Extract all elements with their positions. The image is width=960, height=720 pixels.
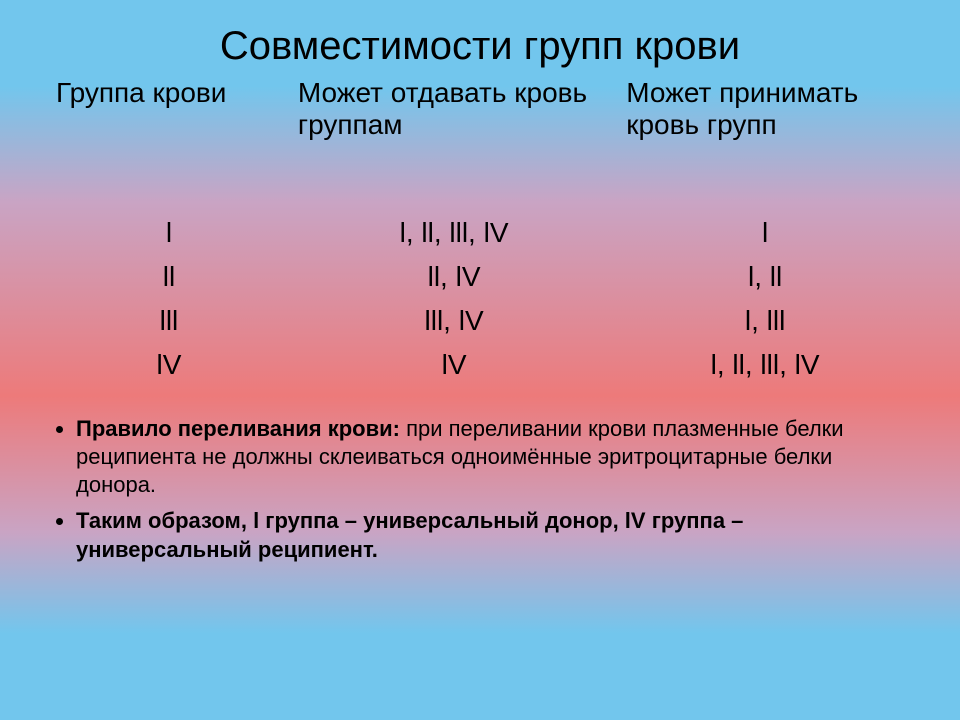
table-row: lV lV l, ll, lll, lV: [48, 343, 912, 387]
table-row: lll lll, lV l, lll: [48, 299, 912, 343]
col-header-receive: Может принимать кровь групп: [618, 75, 912, 143]
cell-group: l: [48, 211, 290, 255]
cell-group: lll: [48, 299, 290, 343]
table-row: l l, ll, lll, lV l: [48, 211, 912, 255]
col-header-donate: Может отдавать кровь группам: [290, 75, 618, 143]
cell-donate: lV: [290, 343, 618, 387]
cell-group: ll: [48, 255, 290, 299]
cell-receive: l: [618, 211, 912, 255]
rule-lead: Правило переливания крови:: [76, 416, 400, 441]
col-header-group: Группа крови: [48, 75, 290, 143]
rule-item: Таким образом, l группа – универсальный …: [76, 507, 912, 563]
rule-item: Правило переливания крови: при переливан…: [76, 415, 912, 499]
cell-donate: ll, lV: [290, 255, 618, 299]
page-title: Совместимости групп крови: [48, 24, 912, 69]
cell-donate: lll, lV: [290, 299, 618, 343]
rules-list: Правило переливания крови: при переливан…: [48, 415, 912, 572]
compatibility-table: Группа крови Может отдавать кровь группа…: [48, 75, 912, 387]
cell-receive: l, ll, lll, lV: [618, 343, 912, 387]
cell-receive: l, ll: [618, 255, 912, 299]
cell-group: lV: [48, 343, 290, 387]
rule-lead: Таким образом,: [76, 508, 247, 533]
table-header-row: Группа крови Может отдавать кровь группа…: [48, 75, 912, 143]
cell-donate: l, ll, lll, lV: [290, 211, 618, 255]
header-spacer: [48, 143, 912, 211]
table-row: ll ll, lV l, ll: [48, 255, 912, 299]
cell-receive: l, lll: [618, 299, 912, 343]
